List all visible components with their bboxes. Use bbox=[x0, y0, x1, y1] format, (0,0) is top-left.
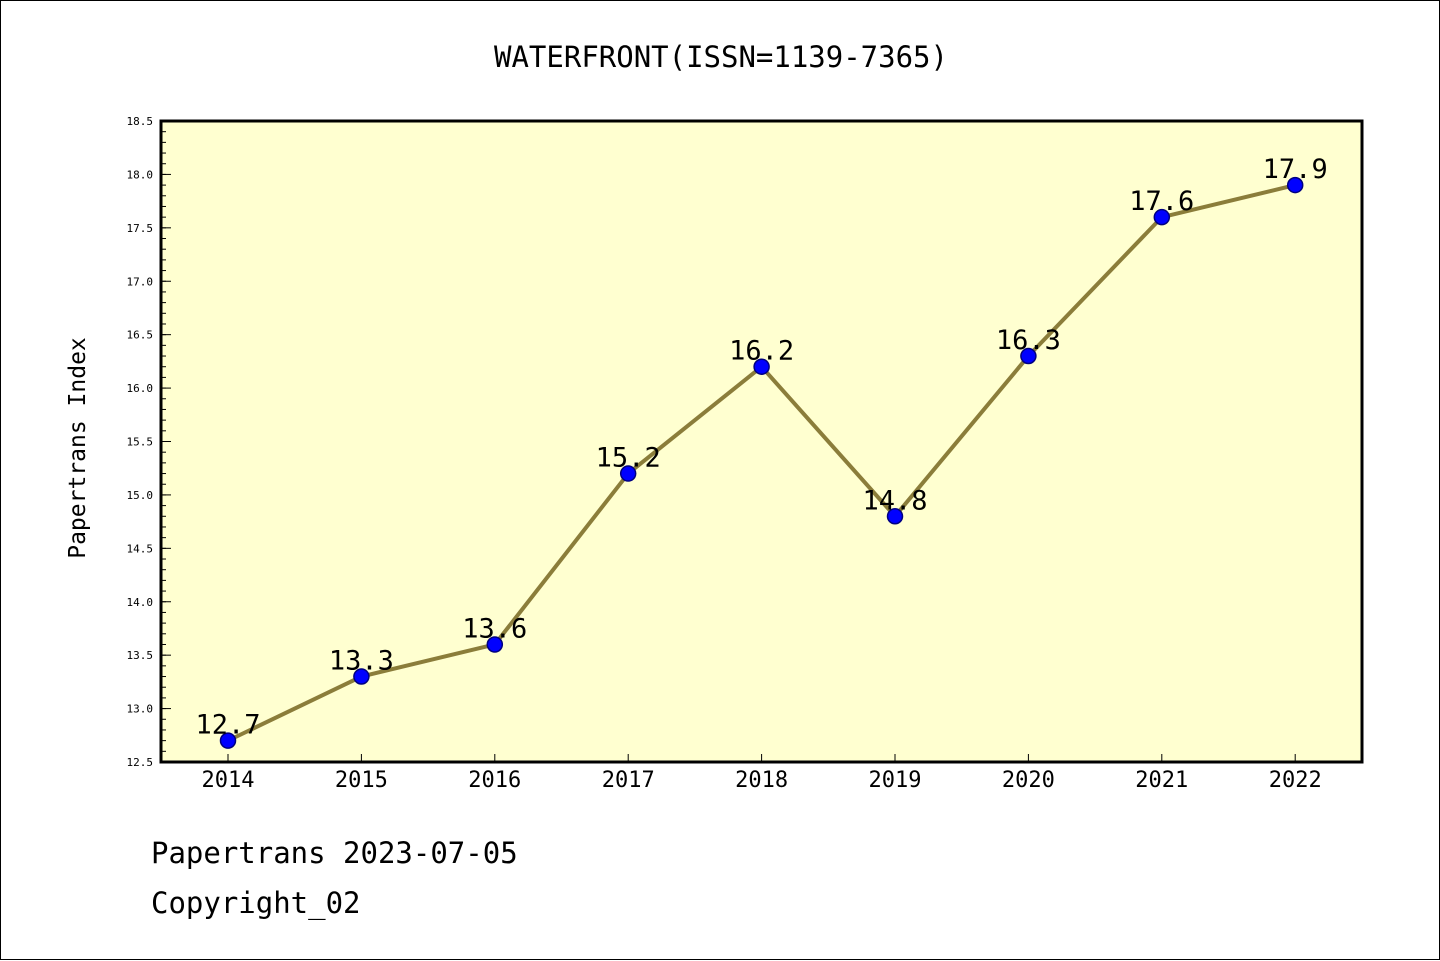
data-point bbox=[753, 358, 770, 375]
x-tick-label: 2022 bbox=[1269, 768, 1322, 793]
data-point bbox=[619, 465, 637, 482]
data-point bbox=[886, 508, 904, 525]
y-axis-ticks: 12.5 13.0 13.5 14.0 14.5 15.0 15.5 16.0 16.5 17.0… bbox=[127, 115, 171, 769]
y-tick-label: 18.0 bbox=[127, 168, 154, 181]
x-tick-label: 2018 bbox=[735, 768, 788, 793]
data-point bbox=[1286, 176, 1304, 194]
x-tick-label: 2017 bbox=[602, 768, 655, 793]
data-label: 13.3 bbox=[329, 646, 394, 677]
y-tick-label: 18.5 bbox=[127, 115, 154, 128]
data-label: 16.3 bbox=[996, 325, 1061, 356]
y-tick-label: 14.5 bbox=[127, 542, 154, 555]
data-label: 13.6 bbox=[462, 613, 527, 644]
x-tick-label: 2015 bbox=[335, 768, 388, 793]
data-labels: 12.7 13.3 13.6 15.2 16.2 14.8 16.3 17.6 17.9 bbox=[195, 154, 1327, 741]
data-label: 14.8 bbox=[862, 485, 927, 516]
data-label: 17.6 bbox=[1129, 186, 1194, 217]
data-point bbox=[353, 668, 370, 685]
x-tick-label: 2020 bbox=[1002, 768, 1055, 793]
y-tick-label: 15.5 bbox=[127, 436, 154, 449]
y-tick-label: 16.0 bbox=[127, 382, 154, 395]
data-label: 15.2 bbox=[596, 443, 661, 474]
x-axis-ticks: 2014 2015 2016 2017 2018 2019 2020 2021 2022 bbox=[202, 754, 1322, 793]
data-point bbox=[1020, 347, 1037, 365]
plot-area bbox=[161, 121, 1362, 762]
plot-border bbox=[159, 119, 1364, 764]
y-tick-label: 17.5 bbox=[127, 222, 154, 235]
chart-title: WATERFRONT(ISSN=1139-7365) bbox=[494, 40, 948, 74]
x-tick-label: 2016 bbox=[468, 768, 521, 793]
y-tick-label: 17.0 bbox=[127, 275, 154, 288]
x-tick-label: 2014 bbox=[202, 768, 255, 793]
data-label: 16.2 bbox=[729, 336, 794, 367]
y-tick-label: 13.5 bbox=[127, 649, 154, 662]
y-tick-label: 15.0 bbox=[127, 489, 154, 502]
data-markers bbox=[219, 176, 1304, 749]
y-tick-label: 14.0 bbox=[127, 596, 154, 609]
y-tick-label: 12.5 bbox=[127, 756, 154, 769]
x-tick-label: 2019 bbox=[869, 768, 922, 793]
x-tick-label: 2021 bbox=[1135, 768, 1188, 793]
footer-date-line: Papertrans 2023-07-05 bbox=[151, 836, 518, 870]
y-tick-label: 13.0 bbox=[127, 703, 154, 716]
data-point bbox=[219, 732, 237, 749]
data-point bbox=[486, 636, 504, 653]
data-label: 17.9 bbox=[1263, 154, 1328, 185]
footer-copyright-line: Copyright_02 bbox=[151, 886, 361, 920]
data-point bbox=[1153, 208, 1171, 226]
y-axis-label: Papertrans Index bbox=[65, 337, 91, 559]
y-tick-label: 16.5 bbox=[127, 329, 154, 342]
data-label: 12.7 bbox=[195, 710, 260, 741]
